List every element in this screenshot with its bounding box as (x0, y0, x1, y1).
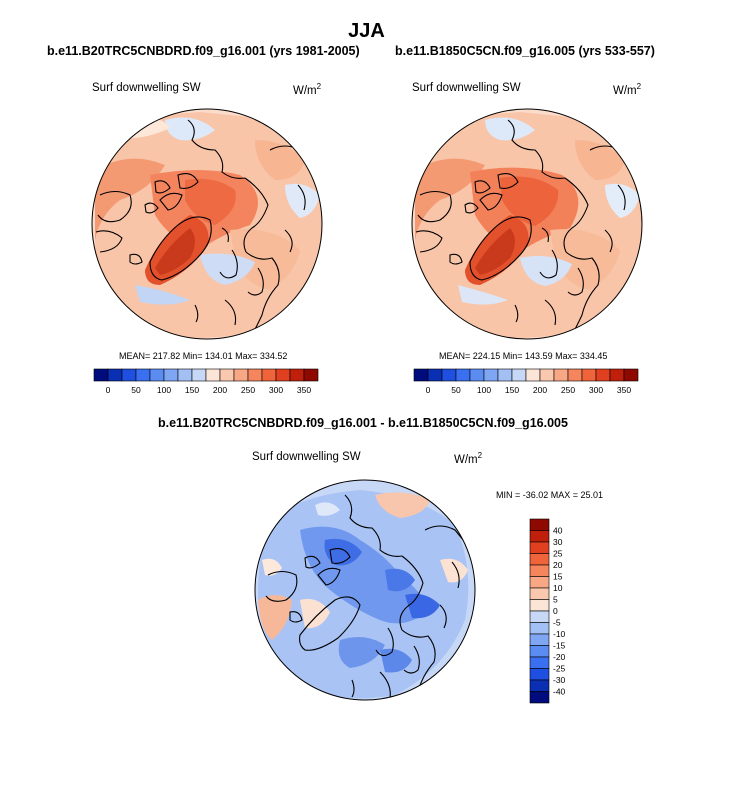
left-colorbar: 0 50 100 150 200 250 300 350 (93, 368, 319, 395)
right-colorbar-swatch (567, 368, 583, 382)
left-colorbar-swatch (135, 368, 151, 382)
diff-colorbar-tick-label: 10 (553, 583, 563, 593)
left-colorbar-tick-label: 100 (157, 385, 171, 395)
left-colorbar-tick-label: 200 (213, 385, 227, 395)
right-colorbar-swatch (539, 368, 555, 382)
left-variable-label: Surf downwelling SW (92, 82, 201, 94)
left-colorbar-swatch (247, 368, 263, 382)
right-colorbar-tick-label: 50 (451, 385, 461, 395)
diff-stats: MIN = -36.02 MAX = 25.01 (496, 490, 604, 500)
diff-panel-title: b.e11.B20TRC5CNBDRD.f09_g16.001 - b.e11.… (158, 416, 568, 430)
diff-colorbar-tick-label: -30 (553, 675, 566, 685)
left-units-label: W/m2 (293, 82, 322, 97)
right-colorbar-swatch (553, 368, 569, 382)
left-colorbar-tick-label: 0 (106, 385, 111, 395)
diff-colorbar-swatch (529, 530, 550, 543)
left-colorbar-swatch (303, 368, 319, 382)
right-colorbar-swatch (469, 368, 485, 382)
left-colorbar-tick-label: 250 (241, 385, 255, 395)
diff-colorbar-swatch (529, 668, 550, 681)
diff-colorbar-tick-label: -5 (553, 618, 561, 628)
right-polar-map (411, 108, 643, 340)
right-colorbar-swatch (441, 368, 457, 382)
left-colorbar-swatch (261, 368, 277, 382)
left-polar-map (91, 108, 323, 340)
right-colorbar-swatch (511, 368, 527, 382)
left-colorbar-swatch (107, 368, 123, 382)
right-colorbar-tick-label: 100 (477, 385, 491, 395)
diff-colorbar-swatch (529, 576, 550, 589)
right-colorbar-swatch (427, 368, 443, 382)
left-colorbar-swatch (163, 368, 179, 382)
diff-variable-label: Surf downwelling SW (252, 451, 361, 463)
right-colorbar-swatch (455, 368, 471, 382)
figure-title: JJA (348, 20, 385, 42)
diff-colorbar-tick-label: -15 (553, 641, 566, 651)
right-colorbar-tick-label: 200 (533, 385, 547, 395)
right-colorbar-swatch (497, 368, 513, 382)
left-colorbar-swatch (149, 368, 165, 382)
diff-colorbar-swatch (529, 656, 550, 669)
left-colorbar-tick-label: 300 (269, 385, 283, 395)
diff-colorbar-tick-label: 30 (553, 537, 563, 547)
diff-colorbar-swatch (529, 518, 550, 531)
diff-colorbar-swatch (529, 599, 550, 612)
diff-colorbar-swatch (529, 691, 550, 704)
diff-colorbar-tick-label: -10 (553, 629, 566, 639)
diff-colorbar-swatch (529, 541, 550, 554)
diff-colorbar-swatch (529, 622, 550, 635)
diff-colorbar-tick-label: -25 (553, 664, 566, 674)
left-colorbar-swatch (177, 368, 193, 382)
right-stats: MEAN= 224.15 Min= 143.59 Max= 334.45 (439, 351, 608, 361)
right-colorbar-tick-label: 350 (617, 385, 631, 395)
left-colorbar-swatch (205, 368, 221, 382)
right-panel-title: b.e11.B1850C5CN.f09_g16.005 (yrs 533-557… (395, 44, 655, 58)
right-colorbar-swatch (595, 368, 611, 382)
diff-colorbar-tick-label: 5 (553, 595, 558, 605)
diff-units-label: W/m2 (454, 451, 483, 466)
diff-colorbar-tick-label: 0 (553, 606, 558, 616)
right-colorbar-swatch (609, 368, 625, 382)
left-stats: MEAN= 217.82 Min= 134.01 Max= 334.52 (119, 351, 288, 361)
diff-colorbar-swatch (529, 679, 550, 692)
right-colorbar-tick-label: 250 (561, 385, 575, 395)
left-colorbar-swatch (233, 368, 249, 382)
diff-colorbar-swatch (529, 553, 550, 566)
diff-colorbar-tick-label: 20 (553, 560, 563, 570)
diff-colorbar-tick-label: 40 (553, 526, 563, 536)
right-colorbar-swatch (623, 368, 639, 382)
left-colorbar-tick-label: 350 (297, 385, 311, 395)
right-colorbar-tick-label: 300 (589, 385, 603, 395)
diff-colorbar-tick-label: -20 (553, 652, 566, 662)
right-colorbar-tick-label: 0 (426, 385, 431, 395)
diff-colorbar-tick-label: 25 (553, 549, 563, 559)
left-panel-title: b.e11.B20TRC5CNBDRD.f09_g16.001 (yrs 198… (47, 44, 360, 58)
left-colorbar-swatch (191, 368, 207, 382)
left-colorbar-tick-label: 150 (185, 385, 199, 395)
diff-colorbar-tick-label: -40 (553, 687, 566, 697)
diff-colorbar-swatch (529, 587, 550, 600)
right-variable-label: Surf downwelling SW (412, 82, 521, 94)
right-colorbar-swatch (483, 368, 499, 382)
right-colorbar-swatch (525, 368, 541, 382)
left-colorbar-tick-label: 50 (131, 385, 141, 395)
diff-colorbar-swatch (529, 610, 550, 623)
diff-colorbar-swatch (529, 564, 550, 577)
right-colorbar-tick-label: 150 (505, 385, 519, 395)
diff-colorbar-swatch (529, 633, 550, 646)
right-colorbar-swatch (413, 368, 429, 382)
diff-polar-map (254, 479, 476, 701)
right-units-label: W/m2 (613, 82, 642, 97)
diff-colorbar-swatch (529, 645, 550, 658)
left-colorbar-swatch (93, 368, 109, 382)
left-colorbar-swatch (289, 368, 305, 382)
left-colorbar-swatch (275, 368, 291, 382)
diff-colorbar-tick-label: 15 (553, 572, 563, 582)
right-colorbar: 0 50 100 150 200 250 300 350 (413, 368, 639, 395)
left-colorbar-swatch (121, 368, 137, 382)
left-colorbar-swatch (219, 368, 235, 382)
right-colorbar-swatch (581, 368, 597, 382)
